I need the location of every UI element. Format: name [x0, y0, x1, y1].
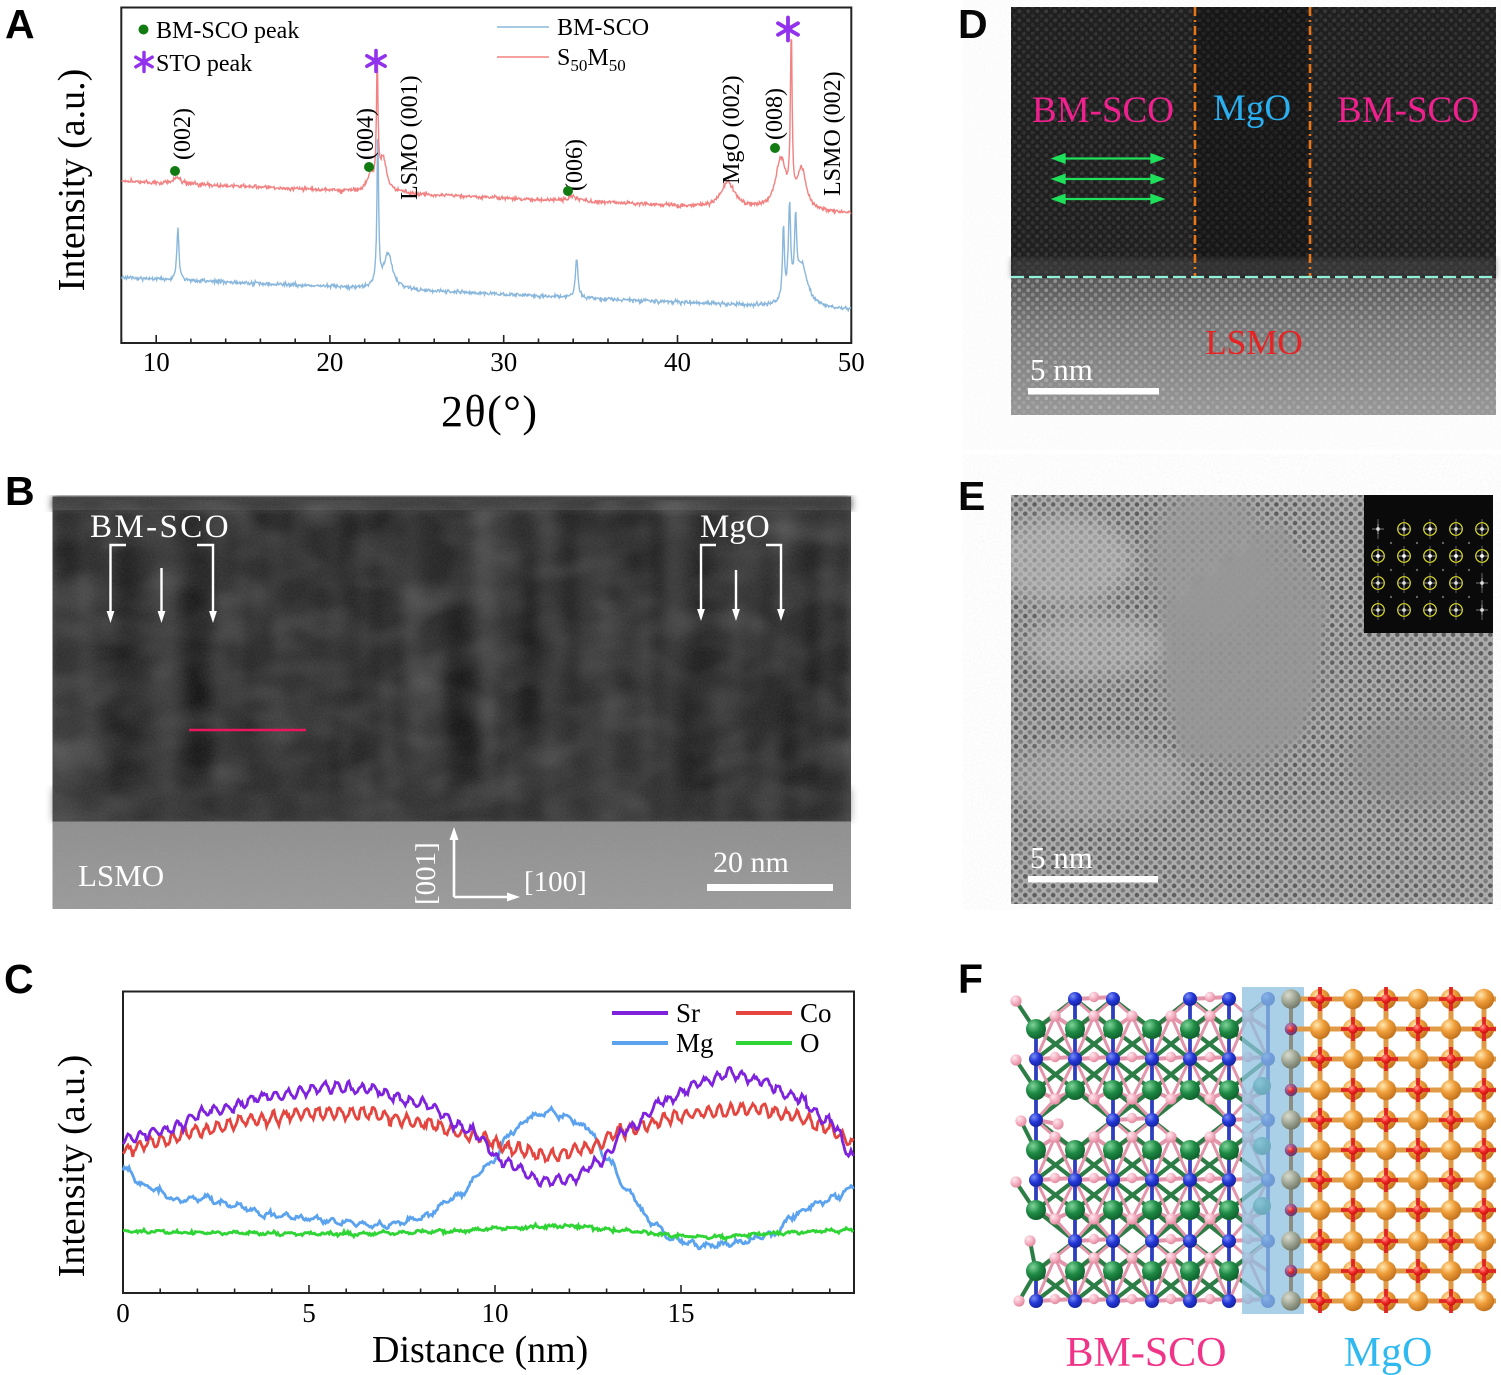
svg-text:Intensity (a.u.): Intensity (a.u.): [51, 69, 93, 292]
svg-text:15: 15: [668, 1298, 695, 1328]
svg-text:10: 10: [482, 1298, 509, 1328]
svg-text:LSMO (001): LSMO (001): [397, 75, 423, 200]
svg-text:5 nm: 5 nm: [1030, 352, 1093, 387]
svg-text:MgO (002): MgO (002): [719, 75, 745, 184]
svg-text:40: 40: [664, 347, 691, 377]
svg-text:[001]: [001]: [410, 842, 442, 905]
svg-text:0: 0: [116, 1298, 130, 1328]
svg-text:10: 10: [143, 347, 170, 377]
svg-text:Co: Co: [800, 998, 832, 1028]
svg-text:Distance (nm): Distance (nm): [372, 1329, 588, 1371]
svg-text:20 nm: 20 nm: [713, 846, 789, 879]
svg-text:BM-SCO: BM-SCO: [557, 15, 649, 41]
svg-text:[100]: [100]: [524, 866, 587, 898]
svg-text:2θ(°): 2θ(°): [441, 387, 538, 436]
svg-text:BM-SCO: BM-SCO: [1032, 90, 1174, 131]
svg-text:MgO: MgO: [1344, 1330, 1433, 1375]
svg-text:BM-SCO: BM-SCO: [90, 509, 231, 545]
svg-text:5: 5: [302, 1298, 316, 1328]
svg-text:BM-SCO peak: BM-SCO peak: [156, 18, 299, 44]
svg-text:MgO: MgO: [1213, 88, 1291, 129]
svg-text:Sr: Sr: [676, 998, 700, 1028]
svg-text:O: O: [800, 1028, 820, 1058]
svg-text:(008): (008): [762, 88, 788, 140]
svg-text:Mg: Mg: [676, 1028, 714, 1058]
svg-text:STO peak: STO peak: [156, 51, 252, 77]
svg-text:(004): (004): [353, 108, 379, 160]
svg-text:30: 30: [490, 347, 517, 377]
svg-text:LSMO: LSMO: [78, 858, 164, 893]
svg-text:(006): (006): [562, 139, 588, 191]
svg-text:LSMO: LSMO: [1205, 323, 1302, 362]
svg-text:20: 20: [316, 347, 343, 377]
svg-text:LSMO (002): LSMO (002): [820, 71, 846, 196]
svg-text:Intensity (a.u.): Intensity (a.u.): [51, 1055, 93, 1278]
svg-text:BM-SCO: BM-SCO: [1337, 90, 1479, 131]
svg-text:BM-SCO: BM-SCO: [1065, 1330, 1226, 1375]
svg-text:50: 50: [838, 347, 865, 377]
svg-text:S50M50: S50M50: [557, 45, 626, 75]
svg-text:5 nm: 5 nm: [1030, 840, 1093, 875]
svg-text:MgO: MgO: [700, 509, 770, 545]
svg-text:(002): (002): [170, 108, 196, 160]
